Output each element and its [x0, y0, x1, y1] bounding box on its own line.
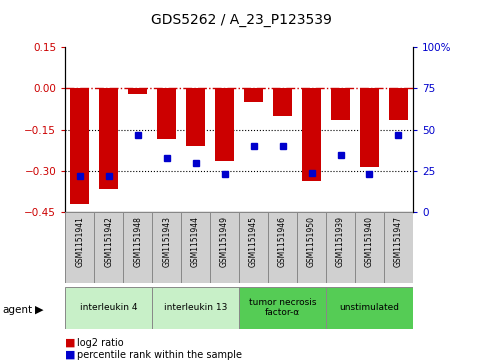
- FancyBboxPatch shape: [210, 212, 239, 283]
- Bar: [157, 89, 176, 139]
- Text: GSM1151950: GSM1151950: [307, 216, 316, 267]
- FancyBboxPatch shape: [355, 212, 384, 283]
- Text: GSM1151941: GSM1151941: [75, 216, 84, 267]
- Bar: [244, 89, 263, 102]
- FancyBboxPatch shape: [384, 212, 413, 283]
- Bar: [128, 89, 147, 94]
- Text: GSM1151947: GSM1151947: [394, 216, 403, 267]
- Text: interleukin 13: interleukin 13: [164, 303, 227, 312]
- FancyBboxPatch shape: [297, 212, 326, 283]
- Text: percentile rank within the sample: percentile rank within the sample: [77, 350, 242, 360]
- Text: GSM1151945: GSM1151945: [249, 216, 258, 267]
- Bar: [389, 89, 408, 120]
- Bar: [273, 89, 292, 116]
- FancyBboxPatch shape: [123, 212, 152, 283]
- Bar: [360, 89, 379, 167]
- Text: GSM1151946: GSM1151946: [278, 216, 287, 267]
- Bar: [186, 89, 205, 146]
- Text: GSM1151940: GSM1151940: [365, 216, 374, 267]
- FancyBboxPatch shape: [152, 212, 181, 283]
- Text: tumor necrosis
factor-α: tumor necrosis factor-α: [249, 298, 316, 317]
- Text: interleukin 4: interleukin 4: [80, 303, 138, 312]
- Text: GSM1151943: GSM1151943: [162, 216, 171, 267]
- FancyBboxPatch shape: [239, 212, 268, 283]
- Text: GSM1151948: GSM1151948: [133, 216, 142, 267]
- Bar: [331, 89, 350, 120]
- Text: GSM1151949: GSM1151949: [220, 216, 229, 267]
- FancyBboxPatch shape: [239, 287, 326, 329]
- Text: GSM1151942: GSM1151942: [104, 216, 113, 267]
- Text: unstimulated: unstimulated: [340, 303, 399, 312]
- Text: GDS5262 / A_23_P123539: GDS5262 / A_23_P123539: [151, 13, 332, 27]
- Bar: [215, 89, 234, 162]
- FancyBboxPatch shape: [94, 212, 123, 283]
- FancyBboxPatch shape: [65, 212, 94, 283]
- Text: log2 ratio: log2 ratio: [77, 338, 124, 348]
- Text: GSM1151939: GSM1151939: [336, 216, 345, 267]
- Text: ■: ■: [65, 350, 76, 360]
- FancyBboxPatch shape: [181, 212, 210, 283]
- Text: ▶: ▶: [35, 305, 44, 315]
- Bar: [302, 89, 321, 181]
- Text: ■: ■: [65, 338, 76, 348]
- FancyBboxPatch shape: [268, 212, 297, 283]
- FancyBboxPatch shape: [326, 287, 413, 329]
- Text: agent: agent: [2, 305, 32, 315]
- FancyBboxPatch shape: [152, 287, 239, 329]
- Bar: [71, 89, 89, 204]
- FancyBboxPatch shape: [326, 212, 355, 283]
- FancyBboxPatch shape: [65, 287, 152, 329]
- Text: GSM1151944: GSM1151944: [191, 216, 200, 267]
- Bar: [99, 89, 118, 189]
